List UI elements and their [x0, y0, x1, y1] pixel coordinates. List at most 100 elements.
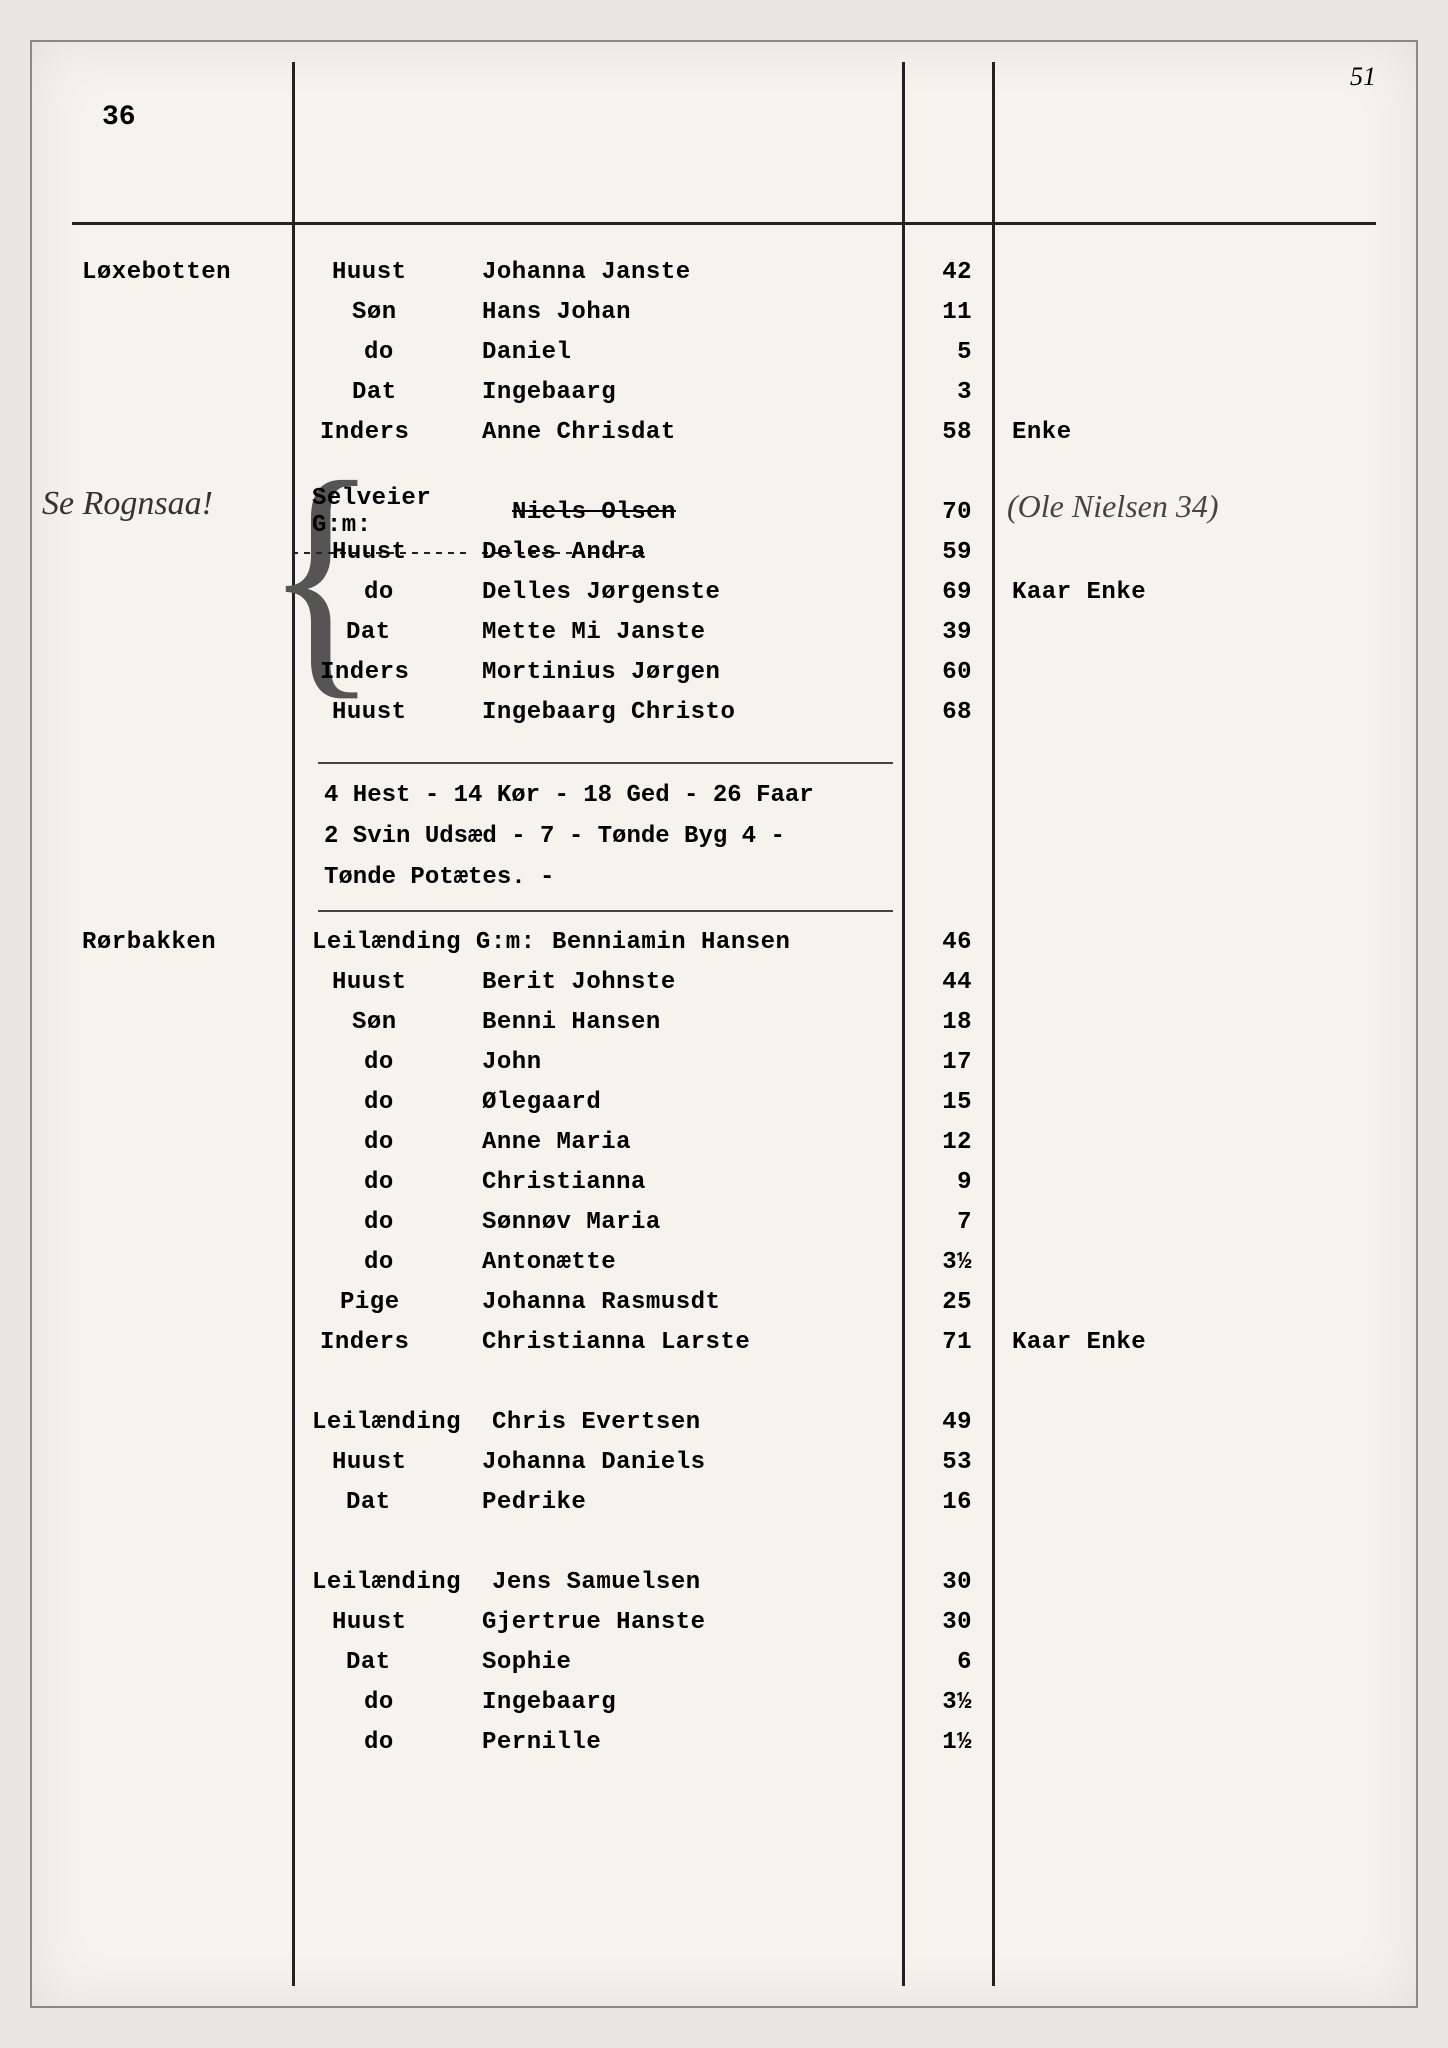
name-cell: Mette Mi Janste [472, 619, 902, 646]
name-cell: Johanna Janste [472, 259, 902, 286]
age-cell: 12 [902, 1129, 992, 1156]
table-row: Selveier G:m: Niels Olsen 70 [32, 492, 1416, 532]
role-cell: do [292, 579, 472, 606]
age-cell: 5 [902, 339, 992, 366]
page-number-right: 51 [1350, 62, 1376, 92]
name-cell: John [472, 1049, 902, 1076]
role-cell: Huust [292, 259, 472, 286]
role-cell: do [292, 1209, 472, 1236]
role-cell: do [292, 1689, 472, 1716]
name-cell: Mortinius Jørgen [472, 659, 902, 686]
name-cell: Christianna [472, 1169, 902, 1196]
name-cell: Antonætte [472, 1249, 902, 1276]
role-cell: Huust [292, 699, 472, 726]
name-cell: Chris Evertsen [482, 1409, 902, 1436]
table-row: Løxebotten Huust Johanna Janste 42 [32, 252, 1416, 292]
name-cell: Pernille [472, 1729, 902, 1756]
role-cell: Inders [292, 659, 472, 686]
name-cell: Christianna Larste [472, 1329, 902, 1356]
age-cell: 17 [902, 1049, 992, 1076]
table-row: Dat Pedrike 16 [32, 1482, 1416, 1522]
table-row: do Antonætte 3½ [32, 1242, 1416, 1282]
age-cell: 42 [902, 259, 992, 286]
table-row: Pige Johanna Rasmusdt 25 [32, 1282, 1416, 1322]
role-cell: Huust [292, 969, 472, 996]
age-cell: 25 [902, 1289, 992, 1316]
name-cell: Anne Chrisdat [472, 419, 902, 446]
age-cell: 68 [902, 699, 992, 726]
age-cell: 3½ [902, 1249, 992, 1276]
name-cell: Ingebaarg [472, 379, 902, 406]
name-cell: Benni Hansen [472, 1009, 902, 1036]
age-cell: 60 [902, 659, 992, 686]
name-cell: Sophie [472, 1649, 902, 1676]
age-cell: 30 [902, 1569, 992, 1596]
livestock-line: 2 Svin Udsæd - 7 - Tønde Byg 4 - [324, 817, 893, 858]
age-cell: 53 [902, 1449, 992, 1476]
table-row: Dat Ingebaarg 3 [32, 372, 1416, 412]
name-cell: Jens Samuelsen [482, 1569, 902, 1596]
role-cell: Dat [292, 379, 472, 406]
age-cell: 39 [902, 619, 992, 646]
age-cell: 16 [902, 1489, 992, 1516]
name-cell: Johanna Rasmusdt [472, 1289, 902, 1316]
age-cell: 3 [902, 379, 992, 406]
age-cell: 58 [902, 419, 992, 446]
note-cell: Enke [992, 419, 1392, 446]
role-cell: Leilænding [292, 1569, 482, 1596]
table-row: do Delles Jørgenste 69 Kaar Enke [32, 572, 1416, 612]
age-cell: 11 [902, 299, 992, 326]
table-row: Huust Deles Andra 59 [32, 532, 1416, 572]
table-row: Leilænding Jens Samuelsen 30 [32, 1562, 1416, 1602]
census-table: Løxebotten Huust Johanna Janste 42 Søn H… [32, 252, 1416, 732]
table-row: Leilænding Chris Evertsen 49 [32, 1402, 1416, 1442]
role-cell: Dat [292, 619, 472, 646]
role-cell: do [292, 339, 472, 366]
role-cell: Søn [292, 299, 472, 326]
name-cell: Anne Maria [472, 1129, 902, 1156]
role-cell: do [292, 1049, 472, 1076]
role-cell: Dat [292, 1649, 472, 1676]
age-cell: 18 [902, 1009, 992, 1036]
role-cell: Leilænding [292, 1409, 482, 1436]
age-cell: 59 [902, 539, 992, 566]
table-row: Huust Johanna Daniels 53 [32, 1442, 1416, 1482]
role-cell: Pige [292, 1289, 472, 1316]
table-row: do Pernille 1½ [32, 1722, 1416, 1762]
table-row: do John 17 [32, 1042, 1416, 1082]
age-cell: 46 [902, 929, 992, 956]
table-row: Inders Christianna Larste 71 Kaar Enke [32, 1322, 1416, 1362]
age-cell: 9 [902, 1169, 992, 1196]
livestock-line: Tønde Potætes. - [324, 858, 893, 899]
role-cell: Dat [292, 1489, 472, 1516]
age-cell: 15 [902, 1089, 992, 1116]
livestock-line: 4 Hest - 14 Kør - 18 Ged - 26 Faar [324, 776, 893, 817]
table-row: Huust Gjertrue Hanste 30 [32, 1602, 1416, 1642]
table-row: do Ingebaarg 3½ [32, 1682, 1416, 1722]
place-cell: Løxebotten [32, 259, 292, 286]
name-cell: Berit Johnste [472, 969, 902, 996]
name-cell: Ingebaarg Christo [472, 699, 902, 726]
table-row: Søn Benni Hansen 18 [32, 1002, 1416, 1042]
table-row: do Daniel 5 [32, 332, 1416, 372]
role-cell: Huust [292, 1449, 472, 1476]
role-cell: do [292, 1249, 472, 1276]
name-cell: Johanna Daniels [472, 1449, 902, 1476]
role-cell: Leilænding G:m: [292, 929, 542, 956]
note-cell: Kaar Enke [992, 579, 1392, 606]
age-cell: 7 [902, 1209, 992, 1236]
name-cell: Niels Olsen [502, 499, 902, 526]
name-cell: Daniel [472, 339, 902, 366]
table-row: do Ølegaard 15 [32, 1082, 1416, 1122]
age-cell: 3½ [902, 1689, 992, 1716]
document-page: 36 51 Se Rognsaa! { (Ole Nielsen 34) Løx… [30, 40, 1418, 2008]
place-cell: Rørbakken [32, 929, 292, 956]
table-row: Søn Hans Johan 11 [32, 292, 1416, 332]
age-cell: 44 [902, 969, 992, 996]
name-cell: Benniamin Hansen [542, 929, 902, 956]
age-cell: 30 [902, 1609, 992, 1636]
name-cell: Gjertrue Hanste [472, 1609, 902, 1636]
age-cell: 71 [902, 1329, 992, 1356]
role-cell: do [292, 1129, 472, 1156]
table-row: do Christianna 9 [32, 1162, 1416, 1202]
